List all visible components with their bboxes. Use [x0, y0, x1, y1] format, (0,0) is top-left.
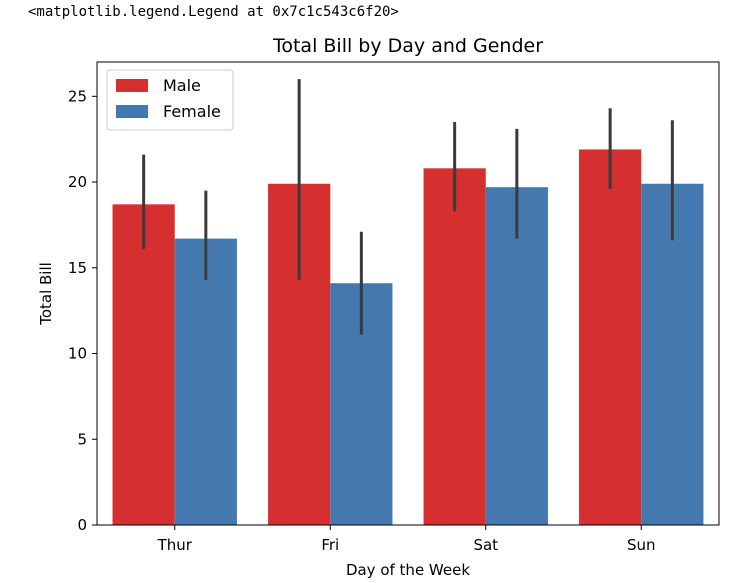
bar-female-thur: [174, 238, 237, 526]
y-tick-label: 10: [68, 345, 87, 363]
legend-label-male: Male: [163, 76, 201, 95]
y-tick-label: 20: [68, 173, 87, 191]
y-tick-label: 5: [77, 430, 87, 448]
y-tick-label: 0: [77, 516, 87, 534]
bar-male-thur: [112, 204, 175, 525]
legend: Male Female: [106, 69, 234, 131]
legend-swatch-female: [116, 105, 148, 118]
y-axis-label: Total Bill: [37, 262, 55, 326]
x-axis-label: Day of the Week: [346, 561, 470, 579]
y-axis-ticks: 0 5 10 15 20 25: [68, 87, 97, 534]
bar-female-sun: [641, 183, 704, 526]
y-tick-label: 25: [68, 87, 87, 105]
bar-male-sun: [579, 149, 642, 525]
plot-frame: [96, 61, 720, 526]
legend-label-female: Female: [163, 102, 221, 121]
x-tick-label: Fri: [321, 536, 339, 554]
bar-male-sat: [423, 168, 486, 525]
chart-title: Total Bill by Day and Gender: [272, 35, 543, 57]
output-repr-text: <matplotlib.legend.Legend at 0x7c1c543c6…: [28, 4, 399, 20]
bar-female-sat: [485, 187, 548, 525]
x-tick-label: Sun: [627, 536, 656, 554]
x-tick-label: Sat: [473, 536, 498, 554]
error-bars-group: [142, 79, 674, 335]
y-tick-label: 15: [68, 259, 87, 277]
legend-swatch-male: [116, 79, 148, 92]
x-axis-ticks: Thur Fri Sat Sun: [157, 525, 656, 554]
x-tick-label: Thur: [157, 536, 193, 554]
bars-group: [112, 149, 704, 526]
